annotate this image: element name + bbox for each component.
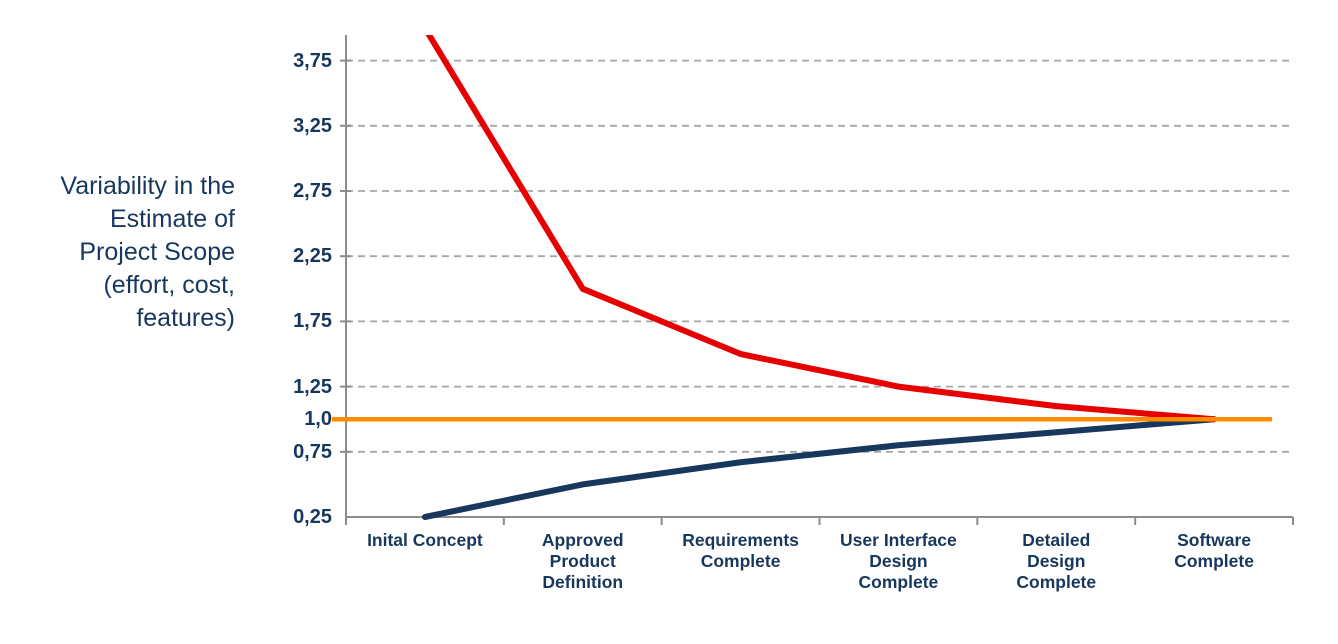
category-label: User Interface Design Complete <box>814 530 984 593</box>
category-label-line: Detailed <box>1022 530 1091 550</box>
category-label-line: Design <box>1027 551 1086 571</box>
category-label: Requirements Complete <box>656 530 826 572</box>
category-label-line: Requirements <box>682 530 799 550</box>
series-high-estimate-line <box>425 35 1218 423</box>
category-label-line: Complete <box>1016 572 1097 592</box>
y-axis-title: Variability in the Estimate of Project Sco… <box>0 170 235 335</box>
y-axis-title-line: Variability in the <box>60 172 235 200</box>
category-label: Detailed Design Complete <box>971 530 1141 593</box>
y-tick-label: 2,25 <box>293 245 332 268</box>
category-label: Inital Concept <box>340 530 510 551</box>
category-label-line: Definition <box>542 572 624 592</box>
y-tick-label: 1,0 <box>304 408 332 431</box>
y-tick-label: 1,25 <box>293 375 332 398</box>
y-tick-label: 3,25 <box>293 114 332 137</box>
y-tick-label: 1,75 <box>293 310 332 333</box>
y-axis-title-line: features) <box>136 304 235 332</box>
category-label-line: Design <box>869 551 928 571</box>
category-label-line: Product <box>549 551 616 571</box>
category-label-line: Complete <box>700 551 781 571</box>
y-tick-label: 0,75 <box>293 440 332 463</box>
y-tick-label: 3,75 <box>293 49 332 72</box>
y-axis-title-line: Estimate of <box>109 205 235 233</box>
y-axis-title-line: (effort, cost, <box>103 271 235 299</box>
y-axis-title-line: Project Scope <box>79 238 235 266</box>
y-tick-label: 2,75 <box>293 180 332 202</box>
category-label: Software Complete <box>1129 530 1299 572</box>
series-low-estimate-line <box>421 416 1218 520</box>
category-label-line: Inital Concept <box>367 530 483 550</box>
category-label-line: User Interface <box>840 530 957 550</box>
category-label-line: Approved <box>541 530 624 550</box>
category-label-line: Software <box>1177 530 1252 550</box>
category-label-line: Complete <box>1174 551 1254 571</box>
category-label-line: Complete <box>858 572 939 592</box>
y-tick-label: 0,25 <box>293 506 332 528</box>
category-label: Approved Product Definition <box>498 530 668 593</box>
